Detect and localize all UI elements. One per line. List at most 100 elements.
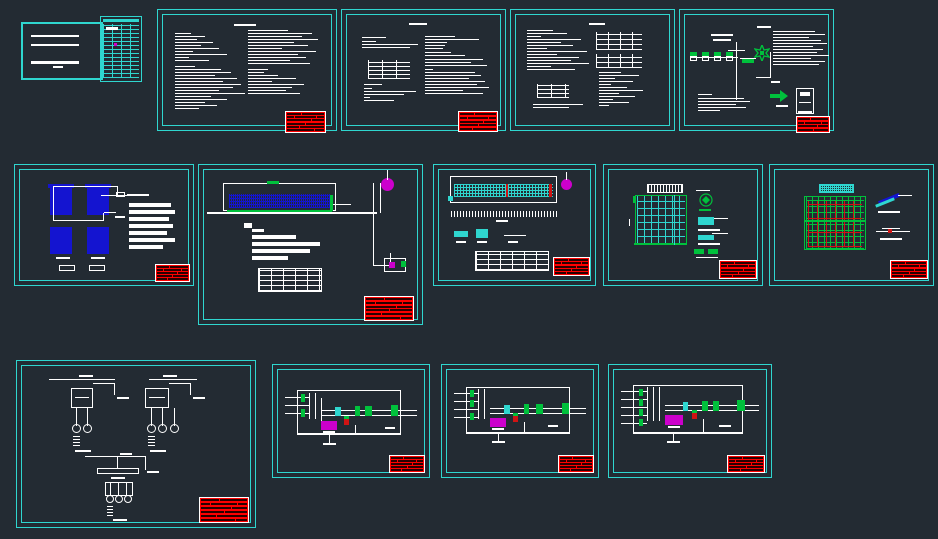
supply-line-5 xyxy=(621,423,647,424)
titleblock[interactable] xyxy=(558,455,594,473)
distribution-board xyxy=(97,468,139,474)
motor-symbol xyxy=(321,421,337,430)
titleblock[interactable] xyxy=(389,455,425,473)
riser-right-2 xyxy=(162,408,163,426)
feeder-label-left xyxy=(117,397,129,399)
rebar-detail-2-marker xyxy=(888,229,892,233)
supply-line-1 xyxy=(621,391,647,392)
internal-bus-1 xyxy=(478,389,479,419)
rebar-detail-2-b xyxy=(882,228,900,229)
device-icon-1 xyxy=(690,52,697,56)
titleblock[interactable] xyxy=(890,260,928,279)
equipment-label-2 xyxy=(115,216,125,218)
sheet-detail-plan[interactable] xyxy=(433,164,596,286)
ground-riser xyxy=(673,433,674,441)
titleblock[interactable] xyxy=(155,264,190,282)
titleblock[interactable] xyxy=(553,257,590,276)
plan-symbol-left xyxy=(59,265,75,271)
detail-symbol-1 xyxy=(454,231,468,237)
notes-footer-left xyxy=(533,104,589,110)
control-enclosure xyxy=(466,387,570,433)
routing-line-v2 xyxy=(117,186,118,195)
switchgear-right xyxy=(145,388,169,408)
notes-heading xyxy=(234,24,256,26)
rebar-detail-1-caption xyxy=(878,211,900,213)
detail-end-cap xyxy=(549,184,552,197)
sheet-control-schematic-2[interactable] xyxy=(441,364,599,478)
titleblock[interactable] xyxy=(719,260,757,279)
motor-base xyxy=(323,431,335,433)
sheet-system-diagram[interactable] xyxy=(679,9,834,133)
sheet-section-elevation[interactable] xyxy=(198,164,423,325)
building-block-4 xyxy=(87,227,109,254)
ground-symbol xyxy=(323,443,336,445)
sheet-cover-sheet[interactable] xyxy=(17,20,105,82)
sheet-inner-frame xyxy=(346,14,501,126)
transformer-right-3 xyxy=(170,424,179,433)
titleblock[interactable] xyxy=(285,111,326,133)
inline-component-3 xyxy=(713,401,719,411)
return-path xyxy=(466,433,570,434)
control-enclosure xyxy=(297,390,401,434)
inline-component-4 xyxy=(562,403,569,414)
grade-line xyxy=(207,212,377,214)
arrow-caption xyxy=(776,105,788,107)
protection-device-top xyxy=(344,416,349,419)
riser-right-1 xyxy=(151,408,152,426)
titleblock[interactable] xyxy=(796,116,830,133)
sheet-grid-layout-cyan[interactable] xyxy=(603,164,763,286)
sheet-single-line-diagram[interactable] xyxy=(16,360,256,528)
internal-bus-1 xyxy=(647,387,648,421)
detail-symbol-3 xyxy=(504,235,526,236)
sheet-drawing-list[interactable] xyxy=(100,16,142,82)
inline-component-2 xyxy=(702,401,708,411)
tie-bus-drop xyxy=(117,456,118,468)
sheet-control-schematic-1[interactable] xyxy=(272,364,430,478)
grid-detail-3-caption xyxy=(696,257,718,258)
callout-leader xyxy=(104,212,116,213)
panel-device-3 xyxy=(124,495,132,503)
inline-component-1 xyxy=(683,402,688,411)
notes-column-left xyxy=(175,33,247,111)
plan-callout-right xyxy=(91,257,105,259)
notes-table-upper-right xyxy=(596,32,642,50)
notes-table-lower-right xyxy=(596,54,642,68)
sheet-rebar-layout[interactable] xyxy=(769,164,934,286)
sheet-design-notes-3[interactable] xyxy=(510,9,675,131)
equipment-tag-1 xyxy=(116,192,125,197)
transformer-right-1 xyxy=(147,424,156,433)
routing-line-h3 xyxy=(53,220,103,221)
sheet-inner-frame xyxy=(684,14,829,126)
ground-symbol xyxy=(667,441,680,443)
drawing-list-header xyxy=(103,19,139,22)
panel-riser-3 xyxy=(126,482,127,496)
routing-line-h1 xyxy=(53,186,118,187)
system-label-upper xyxy=(711,34,733,36)
notes-column-right xyxy=(425,36,493,96)
section-top-marker xyxy=(267,181,279,184)
titleblock[interactable] xyxy=(727,455,765,473)
grid-axis-vertical xyxy=(674,195,675,245)
protection-device xyxy=(513,416,518,422)
sheet-design-notes-1[interactable] xyxy=(157,9,337,133)
drawing-list-marker xyxy=(114,43,117,46)
sheet-inner-frame xyxy=(438,169,591,281)
breaker-2 xyxy=(301,409,305,417)
panel-riser-2 xyxy=(118,482,119,496)
cover-sheet-border xyxy=(21,22,103,80)
titleblock[interactable] xyxy=(458,111,498,132)
detail-schedule-table xyxy=(476,252,548,270)
sheet-design-notes-2[interactable] xyxy=(341,9,506,132)
detail-caption-2 xyxy=(477,241,487,243)
titleblock[interactable] xyxy=(364,296,414,321)
sheet-site-plan[interactable] xyxy=(14,164,194,286)
feeder-run-2 xyxy=(665,410,759,411)
titleblock[interactable] xyxy=(199,497,249,523)
breaker-3 xyxy=(639,409,643,416)
detail-symbol-2 xyxy=(476,229,488,238)
sheet-control-schematic-3[interactable] xyxy=(608,364,772,478)
device-box-1 xyxy=(690,56,697,61)
sheet-inner-frame xyxy=(446,369,594,473)
routing-line-v3 xyxy=(103,213,104,221)
